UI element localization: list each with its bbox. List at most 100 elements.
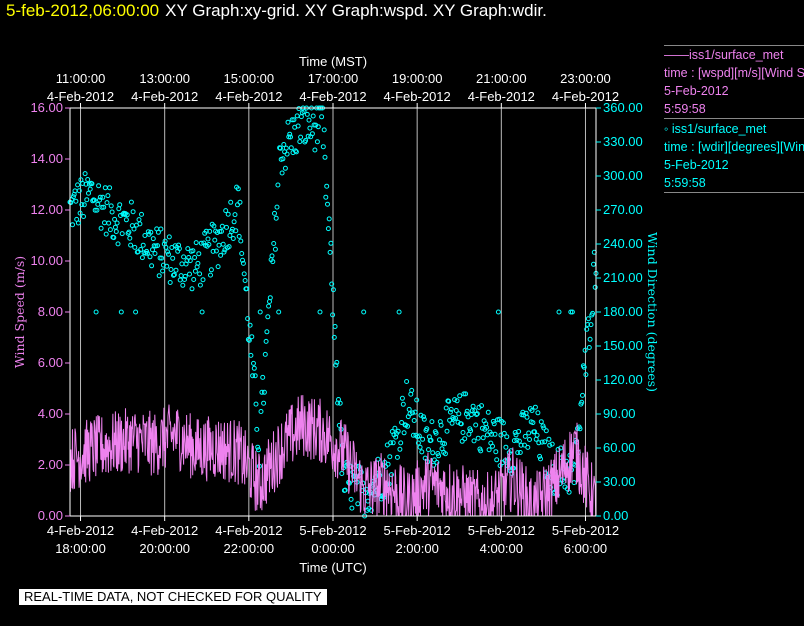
- wdir-point: [539, 439, 545, 445]
- wdir-point: [410, 432, 416, 438]
- wdir-point: [245, 316, 251, 322]
- wdir-point: [484, 425, 490, 430]
- wdir-point: [522, 442, 527, 448]
- wdir-point: [150, 236, 156, 242]
- wdir-point: [238, 238, 244, 244]
- wdir-point: [293, 149, 299, 155]
- wdir-point: [206, 242, 212, 247]
- wdir-point: [390, 440, 396, 446]
- wdir-point: [315, 124, 321, 130]
- wdir-point: [241, 271, 247, 277]
- wdir-point: [232, 212, 238, 218]
- wdir-point: [453, 415, 458, 421]
- wdir-point: [220, 241, 226, 247]
- wdir-point: [198, 240, 204, 246]
- wdir-point: [524, 414, 530, 420]
- wdir-point: [420, 436, 426, 442]
- wdir-point: [256, 447, 261, 453]
- wdir-point: [522, 433, 528, 439]
- wdir-point: [449, 420, 455, 426]
- right-tick-label: 360.00: [603, 100, 643, 115]
- wdir-point: [166, 234, 172, 240]
- wdir-point: [392, 425, 398, 431]
- legend-time: 5:59:58: [664, 176, 706, 190]
- wdir-point: [516, 429, 522, 434]
- wdir-point: [298, 134, 304, 140]
- wdir-point: [480, 435, 486, 441]
- wdir-point: [207, 228, 213, 234]
- wdir-point: [535, 410, 541, 416]
- wdir-point: [431, 457, 437, 463]
- wdir-point: [249, 334, 255, 340]
- wdir-point: [167, 280, 173, 285]
- wdir-point: [517, 450, 523, 455]
- wdir-point: [82, 171, 88, 177]
- wdir-point: [227, 233, 233, 238]
- wdir-point: [216, 242, 222, 248]
- wdir-point: [123, 217, 129, 223]
- wdir-point: [569, 309, 575, 315]
- wdir-point: [144, 250, 150, 256]
- wdir-point: [77, 210, 83, 216]
- wdir-point: [555, 446, 561, 452]
- wdir-point: [361, 309, 367, 315]
- wdir-point: [333, 362, 339, 368]
- wdir-point: [537, 453, 543, 459]
- wdir-point: [127, 235, 133, 241]
- wdir-point: [437, 437, 442, 443]
- wdir-point: [495, 309, 501, 315]
- right-tick-label: 180.00: [603, 304, 643, 319]
- wdir-point: [133, 309, 139, 315]
- wdir-point: [468, 412, 474, 418]
- wdir-point: [162, 238, 168, 244]
- wdir-point: [514, 437, 520, 443]
- wdir-point: [193, 240, 199, 246]
- wdir-point: [173, 267, 179, 273]
- wdir-point: [585, 316, 591, 322]
- wdir-point: [269, 253, 275, 259]
- wdir-point: [334, 359, 340, 365]
- wdir-point: [84, 197, 90, 203]
- wdir-point: [468, 428, 474, 434]
- wdir-point: [296, 106, 302, 112]
- wdir-point: [70, 222, 75, 228]
- wdir-point: [434, 459, 440, 465]
- wdir-point: [414, 397, 420, 403]
- wdir-point: [208, 272, 213, 278]
- wdir-point: [281, 142, 287, 147]
- wdir-point: [436, 453, 442, 459]
- wdir-point: [305, 133, 311, 139]
- wdir-point: [196, 251, 202, 257]
- wdir-point: [126, 229, 132, 235]
- wdir-point: [475, 435, 481, 441]
- right-tick-label: 270.00: [603, 202, 643, 217]
- right-tick-label: 330.00: [603, 134, 643, 149]
- wdir-point: [266, 303, 272, 309]
- wdir-point: [511, 438, 517, 444]
- right-tick-label: 0.00: [603, 508, 628, 523]
- wdir-point: [446, 398, 452, 404]
- wdir-point: [275, 182, 281, 188]
- legend-series: ——iss1/surface_met: [664, 48, 784, 62]
- right-tick-label: 150.00: [603, 338, 643, 353]
- bottom-tick-date: 4-Feb-2012: [131, 523, 198, 538]
- wdir-point: [112, 224, 118, 230]
- wdir-point: [113, 229, 119, 234]
- wdir-point: [323, 194, 329, 200]
- wdir-point: [307, 125, 313, 131]
- wdir-point: [239, 251, 245, 256]
- wdir-point: [185, 246, 191, 252]
- wdir-point: [231, 219, 237, 225]
- wdir-point: [100, 194, 106, 200]
- wdir-point: [331, 334, 337, 340]
- wdir-point: [128, 199, 134, 205]
- bottom-tick-time: 2:00:00: [395, 541, 438, 556]
- wdir-point: [85, 177, 91, 182]
- wdir-point: [478, 448, 484, 454]
- wdir-point: [137, 221, 143, 227]
- wdir-point: [556, 309, 562, 315]
- wdir-point: [462, 436, 468, 442]
- wdir-point: [145, 229, 151, 235]
- wdir-point: [274, 204, 280, 210]
- wind-speed-series: [69, 395, 597, 517]
